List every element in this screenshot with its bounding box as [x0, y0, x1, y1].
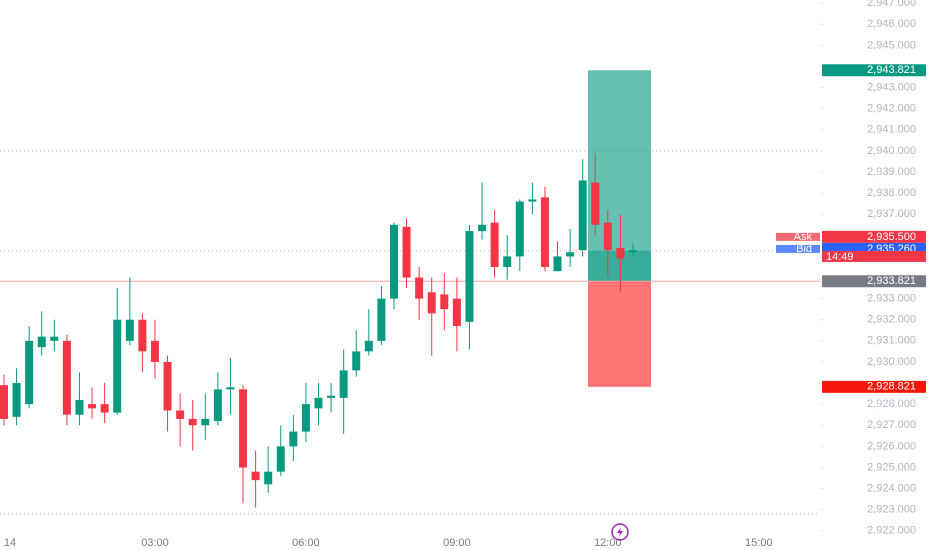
y-tick-label: 2,947.000 — [867, 0, 916, 9]
candle-body — [0, 385, 8, 419]
candle-body — [616, 247, 625, 259]
candle-body — [528, 199, 537, 202]
y-tick-label: 2,940.000 — [867, 145, 916, 157]
y-tick-label: 2,946.000 — [867, 18, 916, 30]
candle-body — [125, 319, 134, 341]
x-tick-label: 12:00 — [594, 537, 622, 549]
stop-loss-tag: 2,928.821 — [867, 381, 916, 393]
y-tick-label: 2,941.000 — [867, 124, 916, 136]
quote-tag-bg — [822, 230, 926, 243]
x-tick-label: 09:00 — [443, 537, 471, 549]
y-tick-label: 2,928.000 — [867, 398, 916, 410]
entry-tag-bg — [822, 275, 926, 288]
candle-body — [327, 395, 336, 398]
x-tick-label: 06:00 — [292, 537, 320, 549]
y-tick-label: 2,922.000 — [867, 525, 916, 537]
x-tick-label: 03:00 — [141, 537, 169, 549]
y-tick-label: 2,933.000 — [867, 293, 916, 305]
y-tick-label: 2,945.000 — [867, 39, 916, 51]
candle-body — [301, 404, 310, 432]
candle-body — [591, 182, 600, 225]
candle-body — [490, 222, 499, 267]
candle-body — [402, 226, 411, 278]
candle-body — [264, 471, 273, 485]
quote-name-bg — [776, 244, 820, 253]
candle-body — [377, 298, 386, 341]
countdown: 14:49 — [826, 251, 854, 263]
candle-body — [503, 256, 512, 267]
candle-body — [138, 319, 147, 352]
y-tick-label: 2,932.000 — [867, 314, 916, 326]
candle-body — [251, 471, 260, 481]
stop-loss-tag-bg — [822, 380, 926, 393]
y-tick-label: 2,925.000 — [867, 461, 916, 473]
quote-name-bg — [776, 232, 820, 241]
candle-body — [37, 336, 46, 348]
candle-body — [150, 340, 159, 362]
candle-body — [188, 418, 197, 426]
stop-loss-zone — [588, 281, 651, 387]
candle-body — [314, 397, 323, 409]
candle-body — [578, 180, 587, 251]
y-tick-label: 2,939.000 — [867, 166, 916, 178]
candle-body — [452, 298, 461, 327]
candle-body — [389, 224, 398, 299]
candle-body — [62, 340, 71, 415]
y-tick-label: 2,923.000 — [867, 504, 916, 516]
candle-body — [603, 222, 612, 251]
candle-body — [226, 387, 235, 390]
x-tick-label: 14 — [4, 537, 16, 549]
quote-name: Ask — [794, 231, 813, 243]
candle-body — [75, 399, 84, 415]
candle-body — [50, 336, 59, 341]
candle-body — [415, 277, 424, 299]
take-profit-tag: 2,943.821 — [867, 64, 916, 76]
countdown-bg — [822, 250, 926, 262]
candle-body — [213, 389, 222, 422]
candle-body — [352, 351, 361, 371]
entry-tag: 2,933.821 — [867, 275, 916, 287]
candle-body — [12, 383, 21, 417]
icon-bolt — [617, 527, 623, 537]
candle-body — [553, 256, 562, 272]
candle-body — [289, 431, 298, 447]
y-tick-label: 2,924.000 — [867, 482, 916, 494]
candle-body — [25, 340, 34, 405]
replay-icon[interactable] — [611, 523, 629, 541]
candle-body — [339, 370, 348, 398]
candle-body — [515, 201, 524, 257]
candle-body — [427, 292, 436, 314]
candle-body — [163, 361, 172, 411]
candle-body — [201, 418, 210, 426]
icon-ring — [611, 523, 629, 541]
candle-body — [629, 250, 637, 253]
candle-body — [88, 404, 97, 409]
y-tick-label: 2,927.000 — [867, 419, 916, 431]
take-profit-zone — [588, 70, 651, 282]
candle-body — [364, 340, 373, 352]
candle-body — [176, 410, 185, 419]
y-tick-label: 2,938.000 — [867, 187, 916, 199]
candle-body — [239, 389, 248, 468]
y-tick-label: 2,926.000 — [867, 440, 916, 452]
candle-body — [465, 231, 474, 322]
y-tick-label: 2,943.000 — [867, 81, 916, 93]
quote-name: Bid — [796, 243, 812, 255]
candle-body — [113, 319, 122, 413]
candle-body — [100, 404, 109, 413]
x-tick-label: 15:00 — [745, 537, 773, 549]
candle-body — [478, 224, 487, 232]
y-tick-label: 2,942.000 — [867, 103, 916, 115]
take-profit-tag-bg — [822, 64, 926, 77]
y-tick-label: 2,931.000 — [867, 335, 916, 347]
candle-body — [440, 294, 449, 310]
candle-body — [566, 252, 575, 257]
candle-body — [276, 446, 285, 472]
candle-body — [540, 197, 549, 267]
y-tick-label: 2,937.000 — [867, 208, 916, 220]
y-tick-label: 2,930.000 — [867, 356, 916, 368]
quote-tag: 2,935.500 — [867, 231, 916, 243]
